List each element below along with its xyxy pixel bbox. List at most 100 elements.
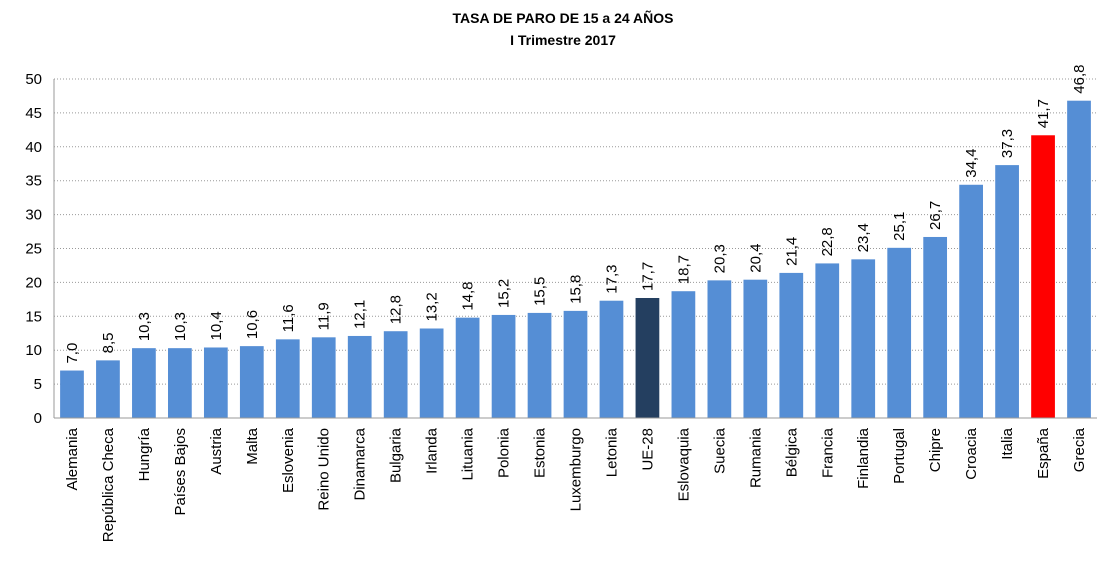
- y-tick-label: 40: [25, 139, 42, 156]
- chart-subtitle: I Trimestre 2017: [510, 32, 616, 48]
- value-label: 21,4: [783, 237, 800, 266]
- x-tick-label: Estonia: [532, 427, 549, 478]
- chart-title: TASA DE PARO DE 15 a 24 AÑOS: [453, 9, 674, 26]
- value-label: 34,4: [963, 149, 980, 178]
- bar: [923, 236, 948, 418]
- x-tick-label: Bulgaria: [388, 427, 405, 483]
- bar: [527, 312, 552, 418]
- x-tick-label: Finlandia: [855, 427, 872, 489]
- value-label: 15,2: [496, 279, 513, 308]
- y-tick-label: 30: [25, 207, 42, 224]
- bar: [599, 300, 624, 418]
- y-tick-label: 45: [25, 105, 42, 122]
- bar: [455, 317, 480, 418]
- y-tick-label: 35: [25, 173, 42, 190]
- value-label: 11,9: [316, 302, 333, 330]
- x-tick-label: Croacia: [963, 427, 980, 479]
- bar: [347, 335, 372, 418]
- x-tick-label: Chipre: [927, 428, 944, 472]
- value-label: 22,8: [819, 227, 836, 256]
- x-tick-label: Países Bajos: [172, 428, 189, 516]
- x-tick-label: Irlanda: [424, 427, 441, 474]
- value-label: 12,1: [352, 300, 369, 329]
- y-tick-label: 10: [25, 342, 42, 359]
- value-label: 14,8: [460, 281, 477, 310]
- value-label: 17,3: [603, 265, 620, 294]
- bar: [563, 310, 588, 418]
- bar: [60, 370, 84, 418]
- y-tick-label: 5: [34, 376, 42, 393]
- x-tick-label: Hungría: [136, 427, 153, 481]
- x-tick-label: Francia: [819, 427, 836, 478]
- x-tick-label: Reino Unido: [316, 428, 333, 511]
- value-label: 37,3: [999, 129, 1016, 158]
- bar: [887, 247, 912, 418]
- y-tick-label: 0: [34, 410, 42, 427]
- x-tick-label: Rumania: [747, 427, 764, 488]
- bar: [132, 348, 156, 418]
- bar: [419, 328, 444, 418]
- value-label: 41,7: [1035, 99, 1052, 128]
- y-tick-label: 50: [25, 71, 42, 88]
- bar: [275, 339, 300, 418]
- bar: [851, 259, 876, 418]
- x-tick-label: Eslovenia: [280, 427, 297, 493]
- value-label: 13,2: [424, 292, 441, 321]
- bar: [707, 280, 732, 418]
- value-label: 10,3: [172, 312, 189, 341]
- x-tick-label: Bélgica: [783, 427, 800, 477]
- bar: [815, 263, 840, 418]
- y-tick-label: 25: [25, 241, 42, 258]
- value-label: 10,3: [136, 312, 153, 341]
- value-label: 7,0: [64, 343, 81, 364]
- bar: [1031, 135, 1055, 419]
- value-label: 18,7: [675, 255, 692, 284]
- bar: [635, 297, 660, 418]
- value-label: 26,7: [927, 201, 944, 230]
- value-label: 12,8: [388, 295, 405, 324]
- value-label: 25,1: [891, 212, 908, 241]
- value-label: 10,4: [208, 311, 225, 340]
- x-tick-label: Italia: [999, 427, 1016, 459]
- x-tick-label: Letonia: [603, 427, 620, 477]
- x-tick-label: Dinamarca: [352, 427, 369, 500]
- x-tick-label: República Checa: [100, 427, 117, 542]
- x-tick-label: Austria: [208, 427, 225, 474]
- x-tick-label: Luxemburgo: [568, 428, 585, 511]
- value-label: 15,8: [568, 275, 585, 304]
- x-tick-label: Lituania: [460, 427, 477, 480]
- bar: [779, 272, 804, 418]
- value-label: 11,6: [280, 304, 297, 332]
- bar: [995, 165, 1019, 418]
- x-tick-label: España: [1035, 427, 1052, 479]
- bar: [203, 347, 228, 418]
- bar: [491, 314, 516, 418]
- value-label: 10,6: [244, 310, 261, 339]
- value-label: 20,4: [747, 243, 764, 272]
- bar: [671, 291, 696, 418]
- value-label: 46,8: [1071, 64, 1088, 93]
- value-label: 8,5: [100, 333, 117, 354]
- bar: [1067, 100, 1091, 419]
- bar: [959, 184, 983, 418]
- value-label: 20,3: [711, 244, 728, 273]
- x-tick-label: UE-28: [639, 428, 656, 471]
- bar: [743, 279, 768, 418]
- bar: [383, 331, 408, 418]
- value-label: 17,7: [639, 262, 656, 291]
- y-tick-label: 15: [25, 308, 42, 325]
- x-tick-label: Portugal: [891, 428, 908, 484]
- x-tick-label: Alemania: [64, 427, 81, 490]
- x-tick-label: Eslovaquia: [675, 427, 692, 501]
- value-label: 15,5: [532, 277, 549, 306]
- x-tick-label: Grecia: [1071, 427, 1088, 472]
- bar: [311, 337, 336, 418]
- bar: [239, 346, 264, 418]
- y-tick-label: 20: [25, 274, 42, 291]
- x-tick-label: Suecia: [711, 427, 728, 474]
- value-label: 23,4: [855, 223, 872, 252]
- x-tick-label: Malta: [244, 427, 261, 464]
- bar: [96, 360, 120, 418]
- bar: [168, 348, 192, 418]
